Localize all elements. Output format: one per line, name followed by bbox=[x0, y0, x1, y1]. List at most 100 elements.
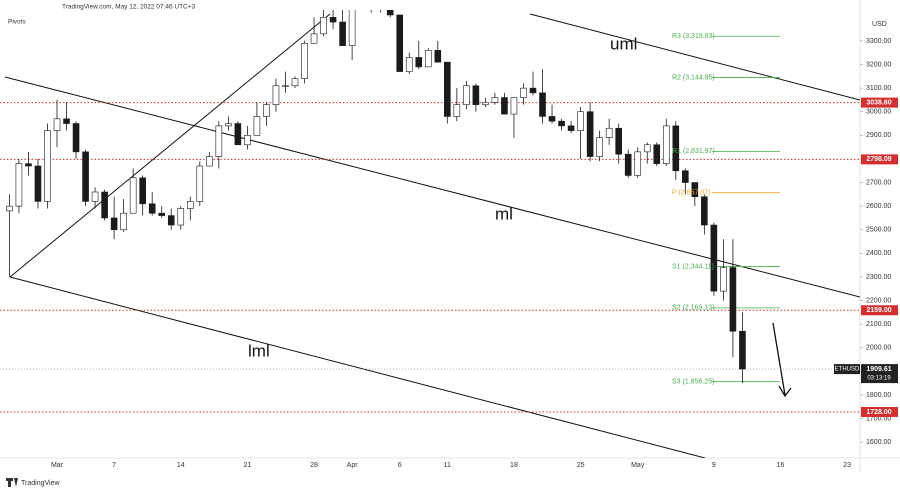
candle-body bbox=[453, 104, 461, 117]
y-tick-label: 2600.00 bbox=[866, 203, 891, 210]
candle-body bbox=[63, 118, 70, 124]
y-tick-label: 3300.00 bbox=[866, 38, 891, 45]
candle-body bbox=[120, 212, 127, 231]
drawings bbox=[4, 13, 860, 458]
candle-body bbox=[320, 17, 327, 35]
x-tick-label: 25 bbox=[577, 462, 585, 469]
candle-body bbox=[701, 196, 708, 226]
x-tick-label: May bbox=[631, 462, 645, 469]
candle-body bbox=[567, 125, 575, 131]
y-tick-label: 2500.00 bbox=[866, 227, 891, 234]
candle-body bbox=[739, 330, 746, 370]
candle-body bbox=[643, 144, 651, 153]
candle-body bbox=[53, 118, 61, 131]
candle-body bbox=[482, 101, 489, 105]
y-tick-label: 2200.00 bbox=[866, 297, 891, 304]
candle-body bbox=[291, 78, 299, 87]
candle-body bbox=[405, 57, 413, 72]
candle-body bbox=[206, 156, 213, 167]
candle-body bbox=[444, 61, 451, 117]
upper-line bbox=[529, 13, 860, 101]
candle-body bbox=[577, 111, 584, 131]
ml-label: ml bbox=[495, 204, 513, 223]
candle-body bbox=[272, 85, 280, 105]
y-tick-label: 3100.00 bbox=[866, 85, 891, 92]
candle-body bbox=[510, 97, 518, 115]
x-tick-label: 11 bbox=[444, 462, 451, 469]
level-box bbox=[861, 406, 898, 417]
candle-body bbox=[91, 191, 99, 202]
x-tick-label: 16 bbox=[777, 462, 785, 469]
candle-body bbox=[34, 165, 42, 202]
candle-body bbox=[605, 127, 613, 138]
x-tick-label: 21 bbox=[244, 462, 252, 469]
candle-body bbox=[139, 177, 146, 205]
level-box bbox=[861, 305, 898, 316]
candle-body bbox=[234, 123, 242, 146]
y-tick-label: 2700.00 bbox=[866, 179, 891, 186]
candle-body bbox=[558, 120, 565, 127]
candle-body bbox=[44, 130, 51, 202]
y-tick-label: 2400.00 bbox=[866, 250, 891, 257]
price-box bbox=[861, 364, 898, 384]
candle-body bbox=[244, 135, 251, 146]
candle-body bbox=[615, 127, 622, 155]
lower-line bbox=[9, 276, 706, 458]
y-tick-label: 1800.00 bbox=[866, 392, 891, 399]
median-line bbox=[4, 76, 860, 298]
candle-body bbox=[148, 203, 156, 214]
level-label: 3038.60 bbox=[866, 99, 891, 106]
candle-body bbox=[491, 97, 499, 103]
candle-body bbox=[263, 104, 270, 117]
candle-body bbox=[386, 10, 394, 16]
candle-body bbox=[301, 42, 308, 79]
symbol-label: ETHUSD bbox=[835, 367, 860, 373]
candle-body bbox=[101, 191, 108, 219]
x-tick-label: 28 bbox=[310, 462, 318, 469]
price-label: 1909.61 bbox=[866, 366, 891, 373]
symbol-box bbox=[834, 364, 860, 375]
candle-body bbox=[186, 201, 194, 209]
x-tick-label: 7 bbox=[112, 462, 116, 469]
pivot-label: R2 (3,144.85) bbox=[672, 74, 715, 81]
candle-body bbox=[215, 125, 223, 157]
candle-body bbox=[329, 17, 337, 23]
x-tick-label: 23 bbox=[843, 462, 851, 469]
candle-body bbox=[520, 87, 527, 98]
source: TradingView.com, May 12, 2022 07:46 UTC+… bbox=[62, 4, 196, 11]
candle-body bbox=[720, 267, 727, 292]
candle-body bbox=[634, 151, 642, 176]
candle-body bbox=[653, 144, 661, 164]
candle-body bbox=[196, 165, 204, 202]
candle-body bbox=[158, 212, 166, 216]
candle-body bbox=[729, 267, 737, 332]
candle-body bbox=[177, 208, 185, 226]
candle-body bbox=[710, 224, 718, 292]
candle-body bbox=[339, 21, 346, 46]
y-tick-label: 2900.00 bbox=[866, 132, 891, 139]
handle-line bbox=[9, 13, 331, 278]
candle-body bbox=[472, 85, 480, 105]
candle-body bbox=[167, 215, 175, 226]
level-label: 2159.00 bbox=[866, 307, 891, 314]
y-tick-label: 1600.00 bbox=[866, 439, 891, 446]
pivot-label: R3 (3,319.83) bbox=[672, 33, 715, 40]
indicator: Pivots bbox=[8, 19, 26, 26]
y-tick-label: 2300.00 bbox=[866, 274, 891, 281]
level-label: 2798.09 bbox=[866, 156, 891, 163]
y-tick-label: 2100.00 bbox=[866, 321, 891, 328]
y-tick-label: 3000.00 bbox=[866, 109, 891, 116]
plot bbox=[0, 10, 860, 413]
x-tick-label: 14 bbox=[177, 462, 185, 469]
y-tick-label: 2000.00 bbox=[866, 345, 891, 352]
candle-body bbox=[672, 125, 680, 172]
logo bbox=[6, 478, 18, 487]
candle-body bbox=[624, 153, 632, 176]
arrow bbox=[772, 322, 792, 398]
candle-body bbox=[548, 116, 556, 122]
candle-body bbox=[529, 87, 537, 94]
candle-body bbox=[6, 205, 13, 212]
candle-body bbox=[682, 170, 689, 183]
candle-body bbox=[129, 177, 137, 214]
pivot-label: S3 (1,856.25) bbox=[672, 379, 714, 386]
